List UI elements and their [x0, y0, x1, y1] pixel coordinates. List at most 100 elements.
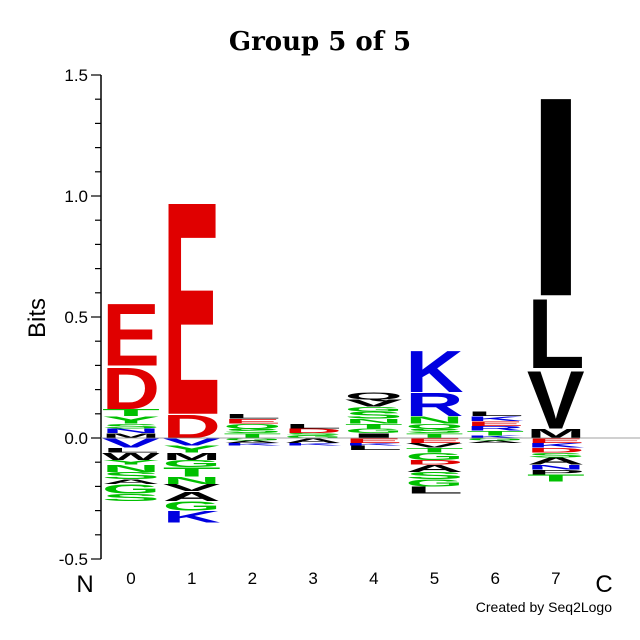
logo-letter: A: [466, 440, 524, 444]
logo-letter: E: [527, 437, 585, 444]
logo-letter: W: [102, 451, 161, 462]
logo-letter: L: [223, 413, 281, 420]
logo-letter: K: [466, 415, 524, 422]
logo-letter: T: [466, 430, 524, 437]
logo-letter: E: [102, 284, 160, 384]
logo-letter: E: [345, 437, 403, 444]
logo-letter: I: [527, 37, 585, 355]
x-position-label: 5: [430, 569, 439, 588]
logo-letter: V: [345, 398, 403, 409]
logo-letter: T: [406, 447, 464, 454]
logo-letter: A: [163, 489, 221, 504]
logo-letter: I: [345, 432, 403, 439]
x-position-label: 0: [126, 569, 135, 588]
logo-letter: K: [284, 442, 342, 446]
logo-letter: N: [102, 427, 160, 434]
logo-letter: G: [223, 437, 281, 441]
logo-letter: S: [406, 427, 464, 434]
logo-letter: M: [527, 426, 585, 441]
y-tick-label: 1.0: [64, 187, 88, 206]
logo-letter: L: [345, 444, 403, 451]
logo-letter: A: [406, 463, 464, 474]
logo-letter: D: [284, 427, 342, 434]
y-axis-ticks: -0.5 0.0 0.5 1.0 1.5: [59, 66, 101, 569]
logo-letter: T: [223, 432, 281, 439]
logo-letter: G: [284, 435, 342, 439]
logo-letter: T: [163, 465, 221, 480]
x-position-label: 2: [248, 569, 257, 588]
logo-letter: S: [345, 410, 403, 421]
logo-letter: S: [223, 427, 281, 434]
logo-letter: D: [163, 408, 221, 445]
logo-letter: Q: [345, 390, 403, 401]
logo-letter: K: [163, 508, 221, 526]
x-position-label: 6: [490, 569, 499, 588]
logo-letter: D: [527, 447, 585, 454]
logo-letter: L: [284, 422, 342, 429]
chart-title: Group 5 of 5: [229, 27, 411, 57]
logo-letter: P: [527, 468, 585, 475]
logo-letter: Y: [102, 415, 160, 426]
y-tick-label: 0.0: [64, 429, 88, 448]
logo-letter: V: [406, 442, 464, 449]
x-position-label: 3: [308, 569, 317, 588]
logo-letter: L: [102, 447, 160, 454]
logo-letter: N: [102, 463, 160, 474]
logo-letter: V: [163, 436, 221, 447]
x-position-label: 4: [369, 569, 378, 588]
y-tick-label: -0.5: [59, 550, 88, 569]
logo-letter: Y: [102, 459, 160, 466]
logo-letter: V: [527, 353, 585, 446]
logo-letter: T: [406, 432, 464, 439]
logo-letter: D: [102, 355, 160, 422]
logo-letter: L: [466, 410, 524, 417]
logo-letter: N: [527, 464, 585, 471]
logo-letter: A: [223, 440, 281, 444]
logo-letter: N: [163, 475, 221, 486]
logo-letter: M: [163, 451, 221, 462]
logo-letter: Q: [223, 422, 281, 429]
logo-letter: V: [102, 436, 160, 451]
logo-letter: R: [466, 425, 524, 432]
logo-letter: E: [163, 138, 221, 479]
logo-letter: K: [223, 442, 281, 446]
logo-letter: R: [406, 387, 464, 424]
credit-text: Created by Seq2Logo: [476, 599, 612, 615]
logo-letter: L: [406, 485, 464, 496]
logo-letter: N: [406, 415, 464, 426]
logo-letter: S: [102, 422, 160, 429]
logo-letter: G: [345, 405, 403, 412]
logo-letter: G: [345, 427, 403, 434]
logo-letter: G: [406, 478, 464, 489]
x-position-label: 1: [187, 569, 196, 588]
logo-letter: S: [102, 470, 160, 481]
logo-letter: A: [527, 456, 585, 467]
logo-letter: K: [466, 435, 524, 439]
logo-letter: A: [102, 478, 160, 485]
logo-letter: G: [163, 499, 221, 514]
logo-letter: E: [466, 420, 524, 427]
n-terminal-label: N: [76, 571, 93, 598]
logo-letter: M: [102, 432, 160, 439]
logo-letter: S: [406, 470, 464, 481]
logo-letter: T: [527, 473, 585, 484]
logo-letter: G: [163, 458, 221, 469]
logo-letter: G: [102, 482, 160, 497]
logo-letter: S: [102, 492, 160, 503]
logo-letter: L: [527, 278, 585, 390]
logo-letter: E: [406, 437, 464, 444]
logo-letter: K: [527, 442, 585, 449]
logo-letter: G: [406, 451, 464, 462]
y-axis-label: Bits: [24, 298, 51, 338]
logo-letter: Y: [163, 444, 221, 455]
logo-letter: T: [345, 422, 403, 429]
x-position-label: 7: [551, 569, 560, 588]
y-tick-label: 1.5: [64, 66, 88, 85]
logo-letter: T: [102, 407, 160, 418]
logo-letter: A: [284, 437, 342, 444]
logo-letter: S: [527, 451, 585, 458]
x-axis-labels: 0 1 2 3 4 5 6 7: [126, 569, 560, 588]
logo-letter: Q: [406, 422, 464, 429]
